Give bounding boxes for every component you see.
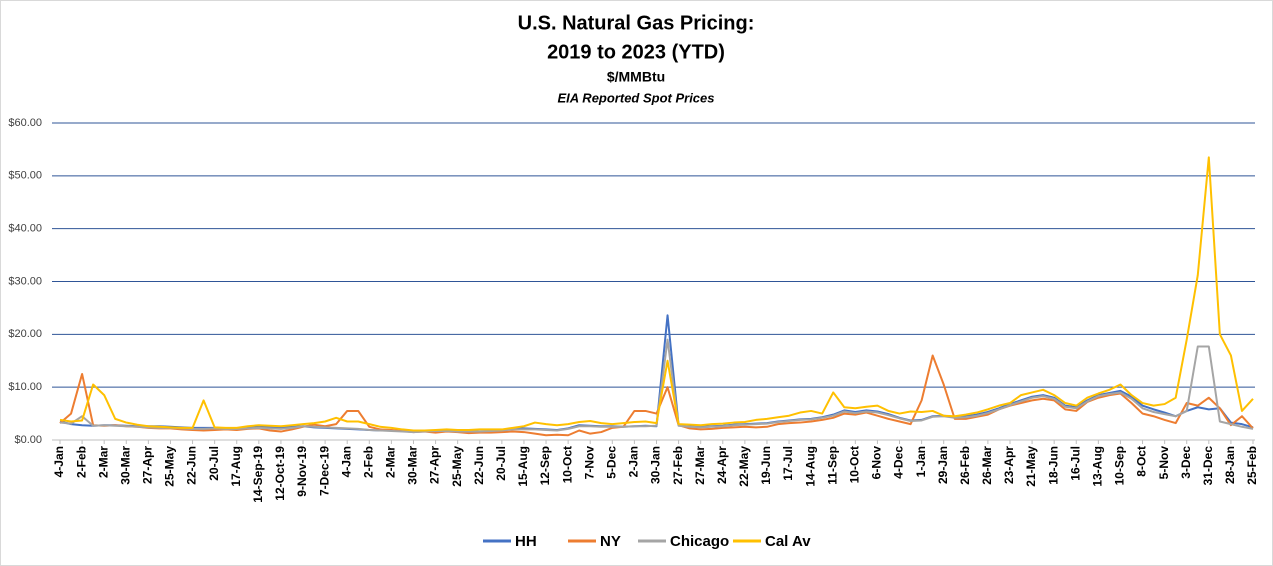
- y-tick-label: $40.00: [8, 223, 42, 235]
- x-tick-label: 30-Jan: [649, 446, 663, 484]
- x-tick-label: 28-Jan: [1223, 446, 1237, 484]
- x-tick-label: 30-Mar: [406, 446, 420, 485]
- x-tick-label: 4-Dec: [892, 446, 906, 479]
- x-tick-label: 7-Nov: [582, 446, 596, 480]
- x-tick-label: 14-Aug: [803, 446, 817, 487]
- x-tick-label: 8-Oct: [1135, 446, 1149, 477]
- x-tick-label: 1-Jan: [914, 446, 928, 477]
- legend-label: Cal Av: [765, 533, 811, 550]
- x-tick-label: 6-Nov: [870, 446, 884, 480]
- y-tick-label: $50.00: [8, 170, 42, 182]
- x-tick-label: 25-May: [450, 446, 464, 487]
- x-tick-label: 27-Mar: [693, 446, 707, 485]
- x-tick-label: 26-Feb: [958, 446, 972, 485]
- x-tick-label: 7-Dec-19: [317, 446, 331, 496]
- x-tick-label: 5-Dec: [604, 446, 618, 479]
- series-line: [59, 338, 1254, 434]
- y-tick-label: $10.00: [8, 381, 42, 393]
- x-tick-label: 27-Apr: [428, 446, 442, 484]
- x-tick-label: 2-Feb: [361, 446, 375, 478]
- chart-title: U.S. Natural Gas Pricing:: [518, 12, 755, 34]
- x-tick-label: 12-Oct-19: [273, 446, 287, 501]
- legend-item: NY: [568, 533, 621, 550]
- chart-title: 2019 to 2023 (YTD): [547, 41, 725, 63]
- x-tick-label: 21-May: [1024, 446, 1038, 487]
- x-tick-label: 17-Jul: [781, 446, 795, 481]
- chart-subtitle: EIA Reported Spot Prices: [558, 90, 715, 105]
- x-tick-label: 2-Mar: [384, 446, 398, 478]
- x-tick-label: 19-Jun: [759, 446, 773, 485]
- x-tick-label: 26-Mar: [980, 446, 994, 485]
- x-tick-label: 11-Sep: [825, 446, 839, 485]
- x-tick-label: 22-Jun: [185, 446, 199, 485]
- x-tick-label: 27-Feb: [671, 446, 685, 485]
- x-tick-label: 9-Nov-19: [295, 446, 309, 497]
- x-tick-label: 17-Aug: [229, 446, 243, 487]
- x-tick-label: 25-Feb: [1245, 446, 1259, 485]
- legend-item: Chicago: [638, 533, 729, 550]
- y-tick-label: $30.00: [8, 275, 42, 287]
- x-tick-label: 20-Jul: [207, 446, 221, 481]
- x-tick-label: 16-Jul: [1068, 446, 1082, 481]
- x-tick-label: 12-Sep: [538, 446, 552, 485]
- unit-label: $/MMBtu: [607, 69, 665, 85]
- x-tick-label: 23-Apr: [1002, 446, 1016, 484]
- x-tick-label: 10-Oct: [848, 446, 862, 483]
- x-tick-label: 4-Jan: [339, 446, 353, 477]
- x-tick-label: 20-Jul: [494, 446, 508, 481]
- x-tick-label: 31-Dec: [1201, 446, 1215, 486]
- x-tick-label: 2-Mar: [96, 446, 110, 478]
- series-line: [59, 156, 1254, 432]
- x-tick-label: 18-Jun: [1046, 446, 1060, 485]
- x-tick-label: 22-Jun: [472, 446, 486, 485]
- x-tick-label: 14-Sep-19: [251, 446, 265, 503]
- x-tick-label: 22-May: [737, 446, 751, 487]
- x-tick-label: 10-Sep: [1113, 446, 1127, 485]
- legend-item: HH: [483, 533, 537, 550]
- x-tick-label: 30-Mar: [118, 446, 132, 485]
- legend-label: NY: [600, 533, 621, 550]
- x-tick-label: 4-Jan: [52, 446, 66, 477]
- x-tick-label: 5-Nov: [1157, 446, 1171, 480]
- y-tick-label: $60.00: [8, 117, 42, 129]
- x-tick-label: 27-Apr: [141, 446, 155, 484]
- legend-label: HH: [515, 533, 537, 550]
- legend-label: Chicago: [670, 533, 729, 550]
- x-tick-label: 2-Jan: [627, 446, 641, 477]
- x-tick-label: 3-Dec: [1179, 446, 1193, 479]
- x-tick-label: 10-Oct: [560, 446, 574, 483]
- x-tick-label: 24-Apr: [715, 446, 729, 484]
- x-tick-label: 29-Jan: [936, 446, 950, 484]
- legend-item: Cal Av: [733, 533, 811, 550]
- x-tick-label: 2-Feb: [74, 446, 88, 478]
- y-tick-label: $20.00: [8, 328, 42, 340]
- x-tick-label: 13-Aug: [1091, 446, 1105, 487]
- x-tick-label: 25-May: [163, 446, 177, 487]
- y-tick-label: $0.00: [14, 434, 42, 446]
- x-tick-label: 15-Aug: [516, 446, 530, 487]
